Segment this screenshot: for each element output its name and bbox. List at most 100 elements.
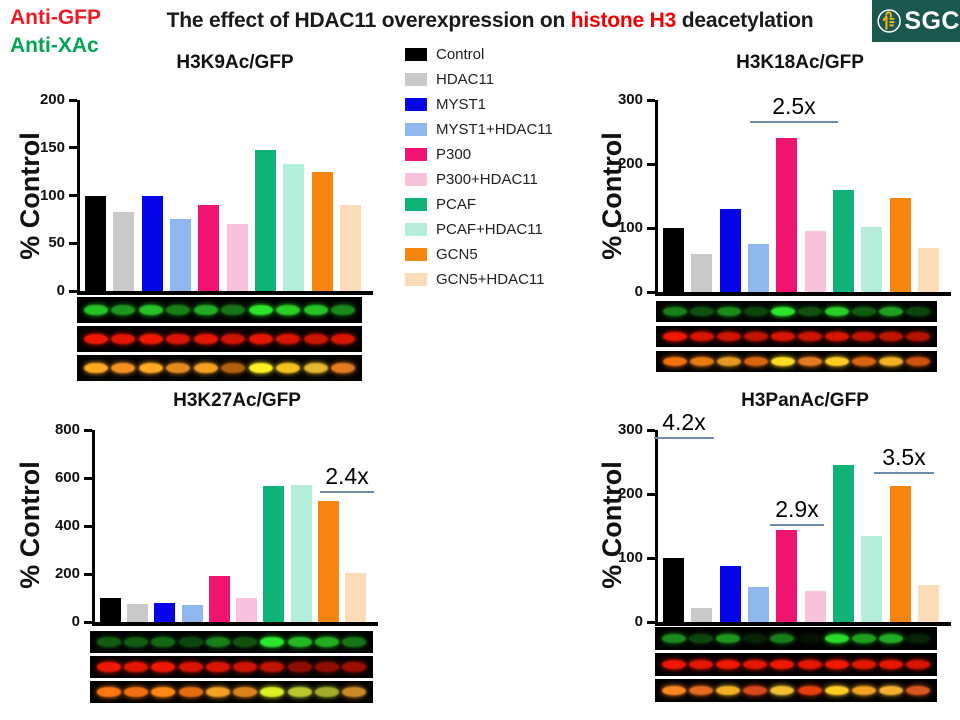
y-tick-mark — [69, 194, 77, 197]
blot-band — [123, 637, 148, 647]
blot-band — [315, 687, 340, 697]
bar-hdac11 — [127, 604, 149, 622]
blot-strip-red — [656, 326, 937, 347]
bar-pcaf — [832, 189, 854, 292]
page-title: The effect of HDAC11 overexpression on h… — [140, 9, 840, 33]
y-tick-label: 0 — [71, 613, 80, 630]
blot-band — [770, 357, 795, 366]
blot-band — [342, 637, 367, 647]
blot-band — [151, 687, 176, 697]
blot-band — [661, 633, 686, 644]
legend-label: HDAC11 — [436, 70, 495, 88]
bar-gcn5 — [889, 197, 911, 292]
blot-band — [906, 357, 931, 366]
blot-band — [879, 357, 904, 366]
blot-band — [824, 685, 849, 696]
legend-swatch-icon — [405, 47, 427, 61]
legend-swatch-icon — [405, 72, 427, 86]
y-tick-label: 200 — [617, 155, 643, 172]
blot-band — [303, 333, 328, 345]
blot-band — [688, 659, 713, 670]
blot-band — [193, 304, 218, 316]
y-tick-label: 200 — [54, 565, 80, 582]
blot-band — [111, 333, 136, 345]
plot-area: 0 100 200 300 — [618, 421, 951, 630]
blot-strip-red — [655, 653, 937, 676]
blot-band — [221, 304, 246, 316]
blot-band — [662, 307, 687, 316]
y-tick-mark — [647, 290, 655, 294]
blot-band — [342, 662, 367, 672]
plot-area: 0 200 400 600 800 — [55, 421, 378, 630]
y-tick-mark — [647, 162, 655, 166]
legend-swatch-icon — [405, 147, 427, 161]
legend-item-pcaf+hdac11: PCAF+HDAC11 — [405, 220, 553, 238]
blot-strip-green — [656, 301, 937, 322]
bar-pcaf — [832, 465, 854, 622]
blot-band — [689, 332, 714, 341]
y-tick-label: 300 — [617, 421, 643, 438]
blot-band — [906, 307, 931, 316]
blot-band — [205, 637, 230, 647]
western-blot-h3k18ac — [656, 301, 937, 372]
blot-band — [770, 307, 795, 316]
sgc-lock-icon — [877, 9, 901, 33]
blot-band — [96, 637, 121, 647]
bar-p300 — [776, 138, 798, 292]
y-tick-mark — [69, 241, 77, 245]
blot-band — [825, 307, 850, 316]
blot-band — [248, 362, 273, 374]
blot-band — [662, 332, 687, 341]
y-tick-label: 200 — [617, 485, 643, 502]
blot-band — [315, 662, 340, 672]
blot-band — [743, 633, 768, 644]
blot-band — [661, 659, 686, 670]
legend-swatch-icon — [405, 97, 427, 111]
bar-myst1+hdac11 — [181, 605, 203, 622]
bar-myst1+hdac11 — [747, 244, 769, 292]
blot-band — [151, 662, 176, 672]
blot-band — [797, 633, 822, 644]
y-axis — [655, 430, 658, 626]
blot-band — [743, 307, 768, 316]
fold-change-annotation: 2.9x — [770, 497, 824, 526]
y-tick-label: 0 — [634, 613, 643, 630]
blot-band — [688, 685, 713, 696]
legend-label: GCN5+HDAC11 — [436, 270, 545, 288]
bar-pcaf+hdac11 — [290, 485, 312, 622]
blot-band — [715, 633, 740, 644]
blot-band — [96, 687, 121, 697]
legend-swatch-icon — [405, 122, 427, 136]
bar-myst1+hdac11 — [747, 586, 769, 622]
blot-band — [193, 362, 218, 374]
blot-band — [166, 333, 191, 345]
chart-title: H3K27Ac/GFP — [173, 390, 301, 411]
blot-band — [852, 332, 877, 341]
bar-p300 — [208, 576, 230, 622]
blot-band — [716, 332, 741, 341]
legend-label: GCN5 — [436, 245, 478, 263]
blot-band — [123, 662, 148, 672]
blot-band — [276, 304, 301, 316]
blot-band — [248, 304, 273, 316]
y-tick-mark — [69, 98, 77, 102]
blot-band — [851, 685, 876, 696]
bar-gcn5 — [311, 171, 333, 291]
blot-band — [716, 307, 741, 316]
blot-band — [879, 633, 904, 644]
blot-band — [743, 685, 768, 696]
blot-strip-merge — [656, 351, 937, 372]
western-blot-h3k27ac — [90, 631, 373, 703]
blot-band — [906, 332, 931, 341]
title-highlight: histone H3 — [570, 9, 677, 32]
blot-band — [851, 659, 876, 670]
blot-band — [96, 662, 121, 672]
blot-band — [233, 637, 258, 647]
legend-label: P300 — [436, 145, 472, 163]
blot-band — [797, 685, 822, 696]
legend-label: Control — [436, 45, 485, 63]
blot-strip-merge — [655, 679, 937, 702]
blot-band — [260, 662, 285, 672]
blot-band — [770, 633, 795, 644]
blot-band — [824, 633, 849, 644]
